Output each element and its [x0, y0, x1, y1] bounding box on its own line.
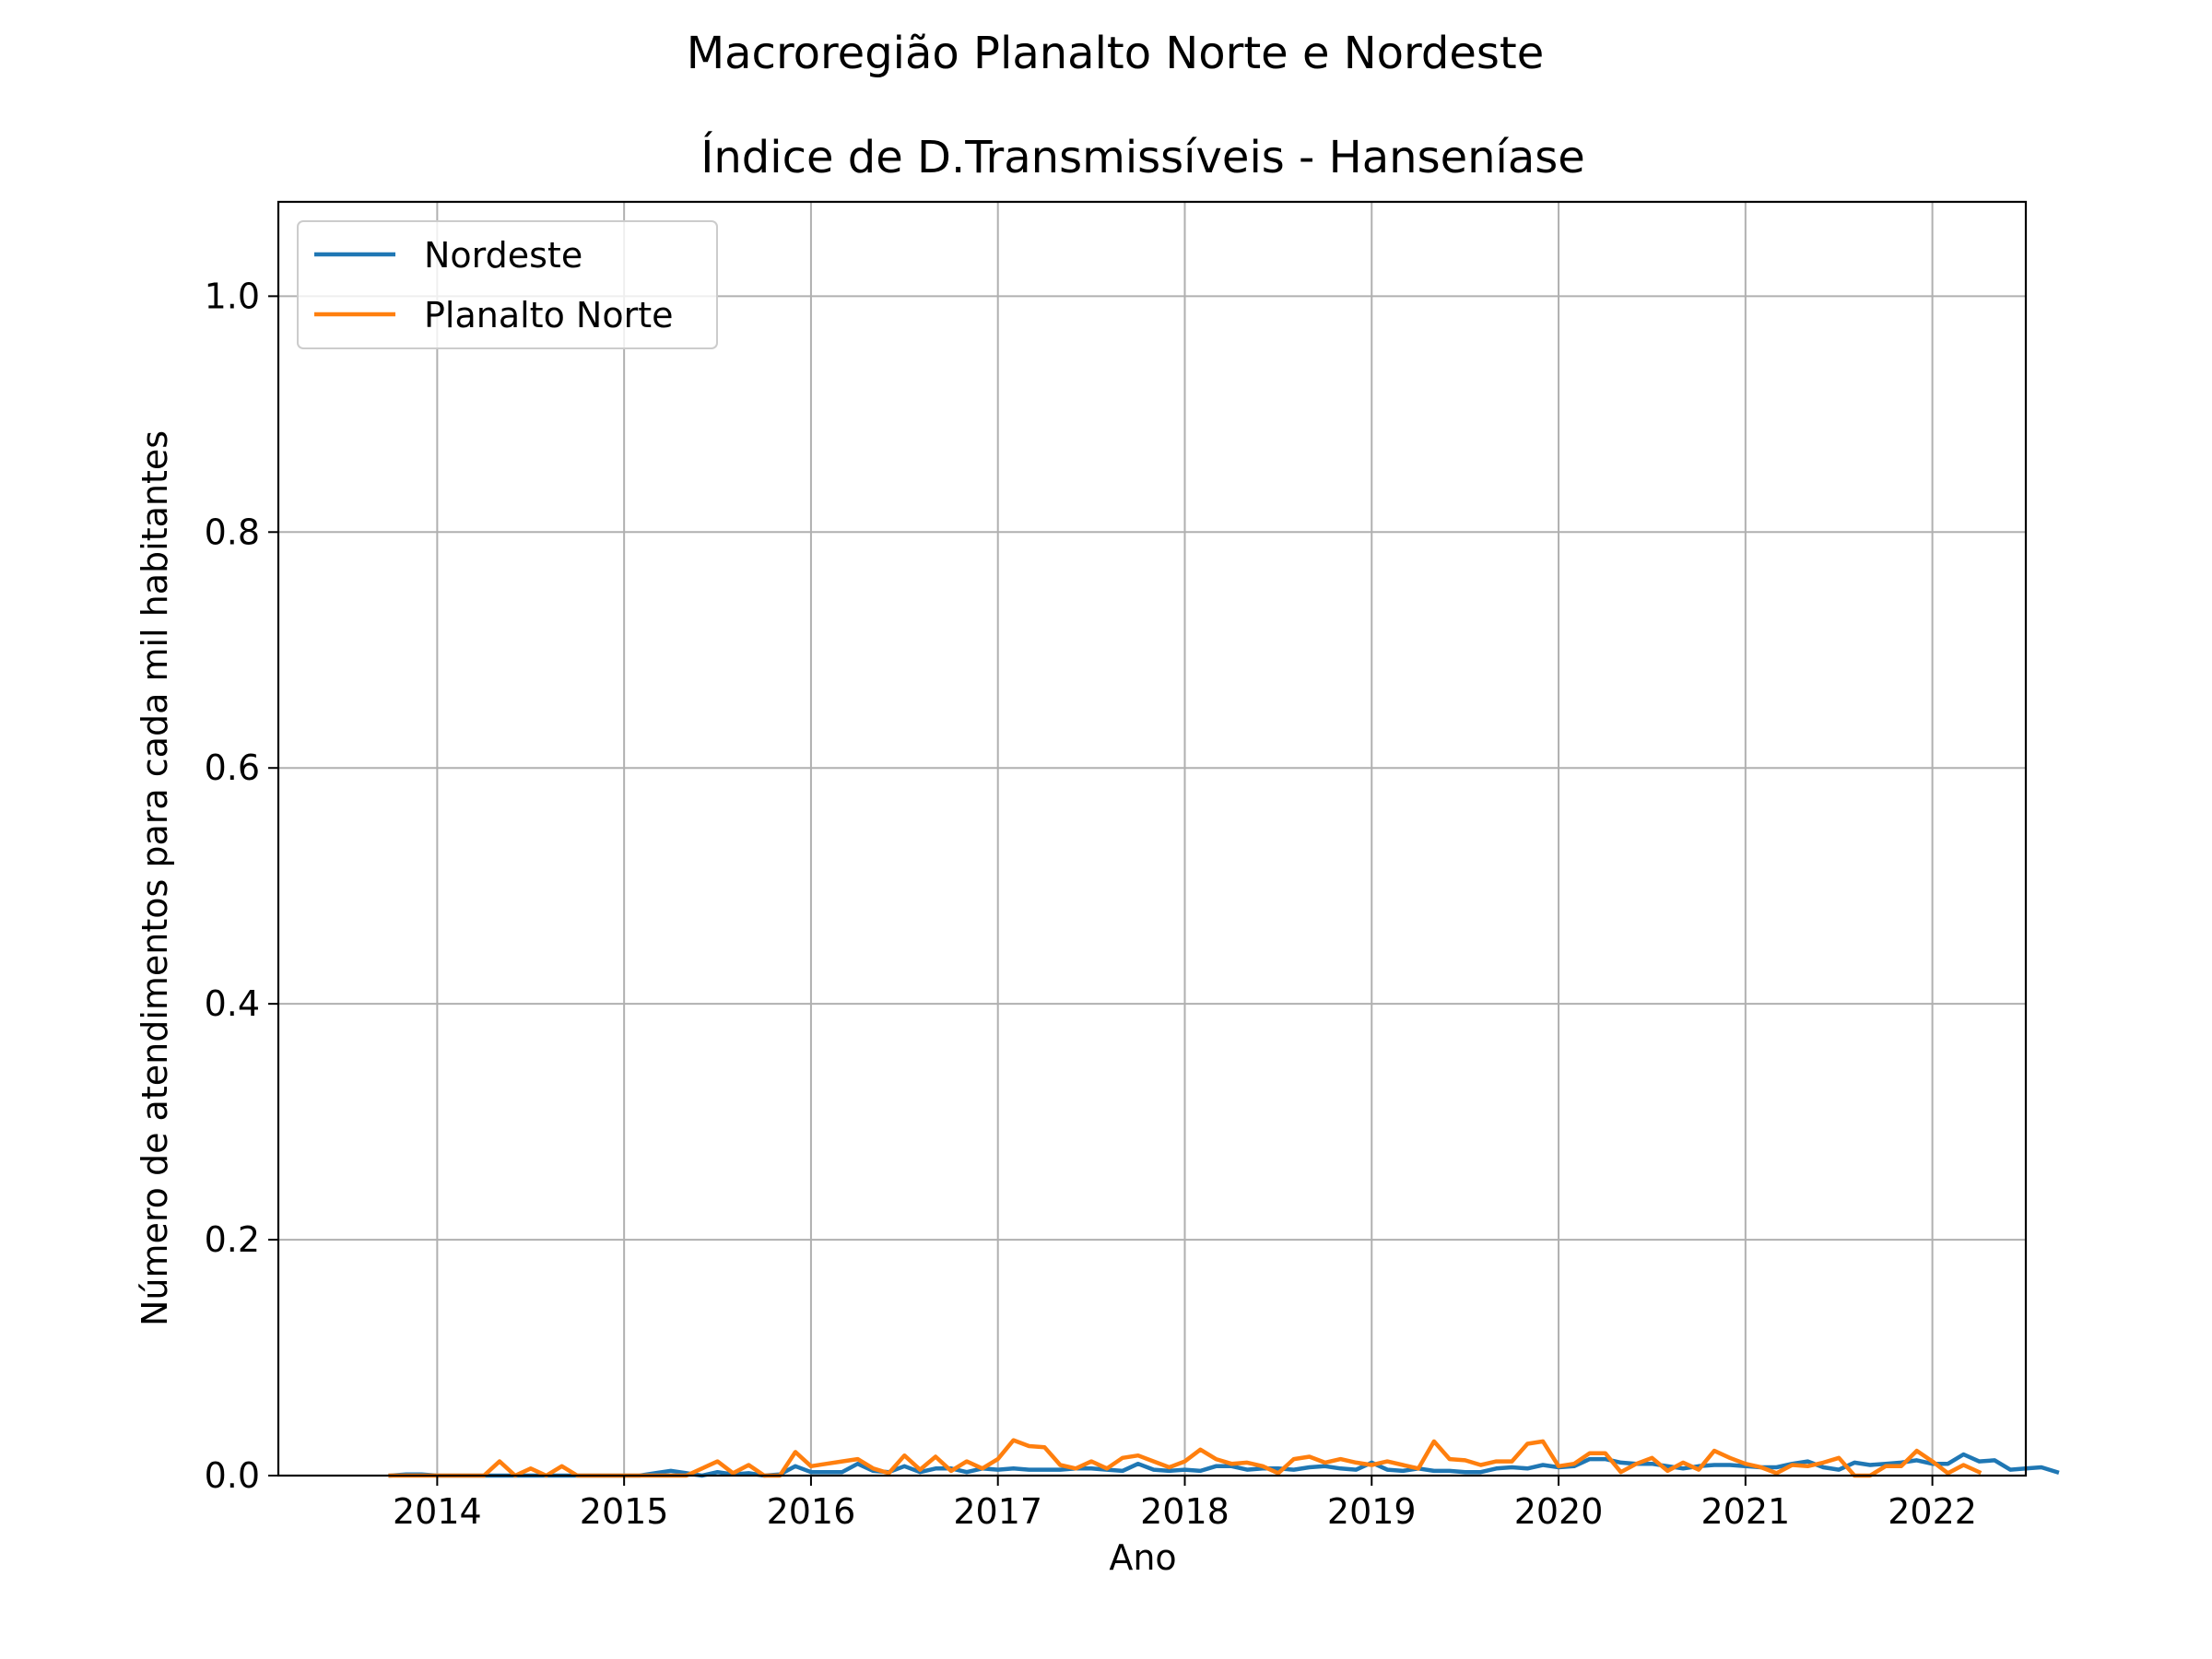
x-tick-label: 2015: [580, 1491, 669, 1532]
x-tick-label: 2020: [1514, 1491, 1604, 1532]
y-tick-label: 0.8: [205, 512, 260, 552]
x-tick-label: 2021: [1700, 1491, 1790, 1532]
axis-ticks: 2014 2015 2016 2017 2018 2019 2020 2021 2022 0.0 0…: [205, 276, 1977, 1532]
x-tick-label: 2019: [1327, 1491, 1417, 1532]
x-axis-label: Ano: [1109, 1537, 1177, 1578]
chart-suptitle: Macroregião Planalto Norte e Nordeste: [686, 28, 1545, 79]
y-tick-label: 0.0: [205, 1455, 260, 1496]
legend-box: [297, 220, 718, 349]
y-tick-label: 0.2: [205, 1219, 260, 1260]
series-lines: [388, 1438, 2060, 1478]
x-tick-label: 2017: [953, 1491, 1042, 1532]
x-tick-label: 2018: [1140, 1491, 1230, 1532]
legend-label-nordeste: Nordeste: [424, 235, 582, 276]
legend: Nordeste Planalto Norte: [297, 220, 718, 349]
y-axis-label: Número de atendimentos para cada mil hab…: [135, 429, 175, 1327]
x-tick-label: 2022: [1888, 1491, 1977, 1532]
y-tick-label: 1.0: [205, 276, 260, 316]
x-tick-label: 2016: [767, 1491, 856, 1532]
y-tick-label: 0.4: [205, 983, 260, 1024]
x-tick-label: 2014: [393, 1491, 482, 1532]
series-line-nordeste: [388, 1452, 2060, 1478]
plot-frame: [276, 200, 2028, 1477]
y-tick-label: 0.6: [205, 747, 260, 788]
chart-title: Índice de D.Transmissíveis - Hanseníase: [700, 132, 1585, 183]
legend-label-planalto-norte: Planalto Norte: [424, 295, 674, 335]
grid: [278, 202, 2026, 1477]
